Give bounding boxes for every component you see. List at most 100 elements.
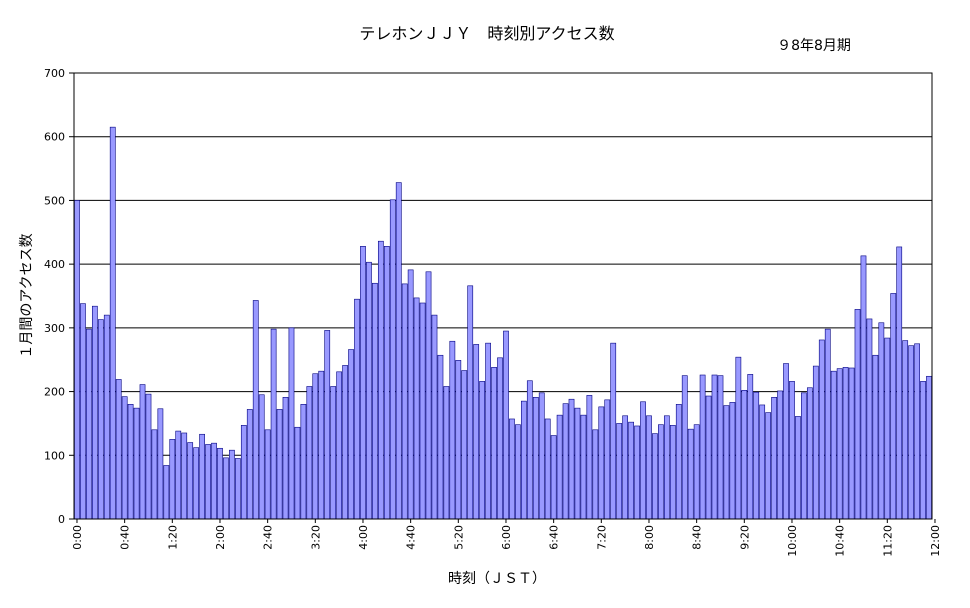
bar xyxy=(223,457,229,520)
bar xyxy=(574,407,581,520)
bar xyxy=(282,397,289,520)
bar xyxy=(276,409,283,520)
y-tick-label: 600 xyxy=(44,131,65,144)
bar xyxy=(395,182,402,520)
bar xyxy=(854,309,861,520)
bar xyxy=(389,199,396,520)
bar xyxy=(205,444,211,520)
x-tick-label: 10:40 xyxy=(834,525,847,557)
bar xyxy=(127,404,134,520)
bar xyxy=(473,344,480,520)
bar xyxy=(175,430,182,520)
bar xyxy=(377,240,384,520)
y-tick-label: 300 xyxy=(44,322,65,335)
bar xyxy=(151,429,158,520)
bar xyxy=(658,424,664,520)
bar xyxy=(628,421,634,520)
y-tick-label: 200 xyxy=(44,386,65,399)
bar xyxy=(246,409,253,520)
bar xyxy=(789,381,795,520)
bar xyxy=(431,314,438,520)
x-tick-label: 0:40 xyxy=(119,525,132,550)
bar xyxy=(74,200,80,520)
bar xyxy=(783,363,789,520)
bar xyxy=(765,412,772,520)
x-tick-label: 6:00 xyxy=(500,525,513,550)
x-tick-label: 11:20 xyxy=(881,525,894,557)
bar xyxy=(795,416,801,520)
bar xyxy=(663,415,670,520)
bar xyxy=(497,357,503,520)
bar xyxy=(407,269,414,520)
bar xyxy=(324,330,331,520)
bar xyxy=(157,408,164,520)
bar xyxy=(705,395,712,520)
bar xyxy=(646,415,652,520)
bar xyxy=(294,426,301,520)
x-tick-label: 1:20 xyxy=(166,525,179,550)
bar xyxy=(532,397,539,520)
bar xyxy=(211,442,217,520)
bar xyxy=(878,322,885,520)
bar xyxy=(342,365,348,520)
bar xyxy=(193,447,200,520)
bar xyxy=(717,375,724,520)
bar xyxy=(699,374,706,520)
bar xyxy=(97,319,104,520)
bar xyxy=(312,373,319,520)
bar xyxy=(461,370,468,520)
bar xyxy=(771,397,777,520)
bar xyxy=(413,297,420,520)
bar xyxy=(836,368,843,520)
bar xyxy=(348,349,354,520)
bar xyxy=(902,340,909,520)
x-tick-label: 8:40 xyxy=(691,525,704,550)
bar xyxy=(306,386,313,520)
bar xyxy=(735,356,742,520)
bar xyxy=(485,342,491,520)
x-tick-label: 8:00 xyxy=(643,525,656,550)
bar xyxy=(145,393,152,520)
x-axis-label: 時刻（ＪＳＴ） xyxy=(448,571,546,587)
bar xyxy=(622,415,629,520)
bar xyxy=(372,282,378,520)
bar xyxy=(550,435,557,520)
bar xyxy=(586,395,593,520)
bar xyxy=(234,458,241,520)
tick-labels: 0 100 200 300 400 500 600 700 0:00 0:40 1:20 2:00 2:… xyxy=(44,67,942,557)
x-tick-label: 3:20 xyxy=(309,525,322,550)
x-tick-label: 6:40 xyxy=(548,525,561,550)
bar xyxy=(884,337,891,520)
bar xyxy=(318,370,325,520)
x-tick-label: 5:20 xyxy=(452,525,465,550)
bar xyxy=(503,330,509,520)
bar xyxy=(288,327,295,520)
bar xyxy=(848,367,855,520)
bar xyxy=(872,354,879,520)
bar xyxy=(383,246,390,520)
bar xyxy=(419,302,426,520)
x-tick-label: 0:00 xyxy=(71,525,84,550)
bar xyxy=(890,293,897,520)
bar xyxy=(604,399,611,520)
bar xyxy=(812,365,819,520)
bar xyxy=(538,392,545,520)
bar xyxy=(580,414,587,520)
bar xyxy=(437,354,444,520)
bar xyxy=(330,386,337,520)
bar xyxy=(634,425,640,520)
bar xyxy=(753,391,760,520)
bar xyxy=(556,414,563,520)
x-tick-label: 12:00 xyxy=(929,525,942,557)
bar xyxy=(467,285,474,520)
y-tick-label: 700 xyxy=(44,67,65,80)
bar xyxy=(258,394,265,520)
bar xyxy=(652,433,658,520)
bar xyxy=(908,345,915,520)
bar xyxy=(777,390,783,520)
bar xyxy=(801,392,807,520)
bar xyxy=(91,305,98,520)
x-tick-label: 2:00 xyxy=(214,525,227,550)
